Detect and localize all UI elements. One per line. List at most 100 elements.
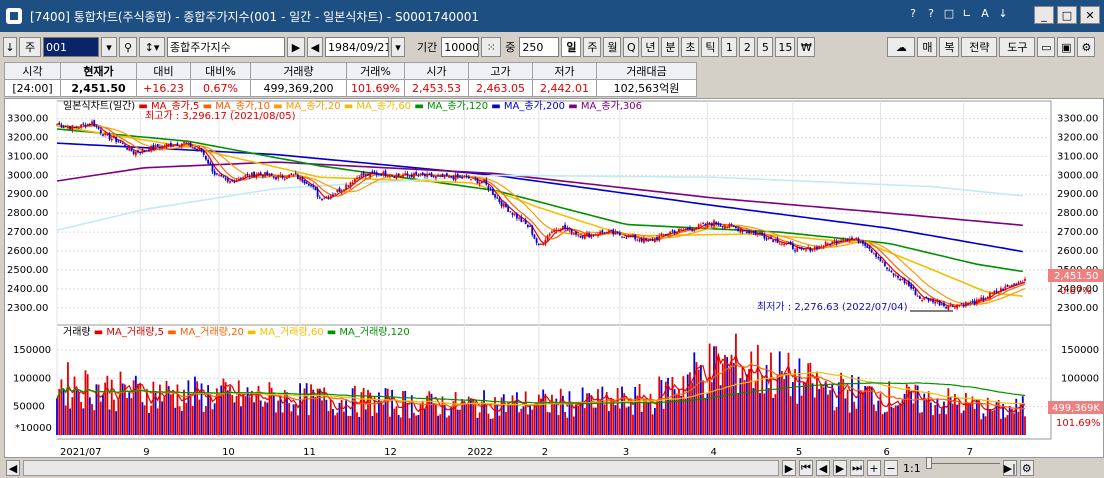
close-button[interactable]: ✕ (1080, 6, 1100, 24)
interval-5[interactable]: 5 (757, 37, 774, 57)
scroll-right-icon[interactable]: ▶ (782, 460, 796, 476)
tools-button[interactable]: 도구 (999, 37, 1036, 57)
volume-bar (866, 386, 869, 435)
trade-button[interactable]: 매 (917, 37, 938, 57)
candle (134, 151, 137, 156)
volume-bar (892, 407, 895, 435)
last-icon[interactable]: ⏭ (850, 460, 864, 476)
candle (426, 173, 429, 178)
zoom-slider[interactable] (925, 457, 1000, 473)
play-right-icon[interactable]: ▶ (287, 37, 305, 57)
candle (325, 196, 328, 198)
candle (110, 138, 113, 141)
interval-tick[interactable]: 틱 (701, 37, 720, 57)
candle (496, 197, 499, 199)
play-left-icon[interactable]: ◀ (307, 37, 323, 57)
interval-month[interactable]: 월 (603, 37, 622, 57)
candle (594, 234, 597, 236)
save-icon[interactable]: ▣ (1057, 37, 1076, 57)
chart-panel[interactable]: 2300.002300.002400.002400.002500.002500.… (4, 98, 1104, 458)
settings-icon[interactable]: ⚙ (1019, 460, 1034, 476)
arrow-down-icon[interactable]: ↓ (998, 7, 1008, 20)
title-control[interactable]: ? (910, 7, 916, 20)
minimize-button[interactable]: _ (1034, 6, 1054, 24)
candle (903, 278, 906, 284)
candle (218, 174, 220, 176)
candle (813, 246, 816, 250)
candle (428, 173, 431, 175)
candle (97, 126, 100, 130)
volume-bar (364, 409, 367, 435)
cloud-icon[interactable]: ☁ (887, 37, 916, 57)
interval-minute[interactable]: 분 (661, 37, 680, 57)
title-control[interactable]: ∟ (962, 7, 972, 20)
chevron-down-icon[interactable]: ▾ (391, 37, 405, 57)
count-input[interactable]: 250 (519, 37, 560, 57)
title-control[interactable]: □ (943, 7, 955, 20)
volume-bar (371, 415, 374, 435)
first-icon[interactable]: ⏮ (799, 460, 813, 476)
volume-bar (253, 402, 256, 435)
candle (638, 239, 641, 241)
search-icon[interactable]: ⚲ (119, 37, 137, 57)
volume-bar (432, 402, 435, 435)
next-icon[interactable]: ▶ (833, 460, 847, 476)
interval-day[interactable]: 일 (561, 37, 582, 57)
volume-bar (728, 368, 731, 435)
horizontal-scrollbar[interactable] (23, 460, 779, 476)
code-input[interactable]: 001 (43, 37, 99, 57)
volume-bar (671, 377, 674, 435)
currency-icon[interactable]: ₩ (797, 37, 816, 57)
interval-15[interactable]: 15 (775, 37, 796, 57)
candle (128, 146, 131, 151)
volume-bar (1006, 415, 1009, 435)
candle (522, 220, 525, 222)
font-icon[interactable]: A (981, 7, 989, 20)
candle (321, 198, 323, 200)
maximize-button[interactable]: □ (1057, 6, 1077, 24)
sort-icon[interactable]: ↕▾ (139, 37, 165, 57)
volume-bar (603, 404, 606, 435)
interval-quarter[interactable]: Q (623, 37, 640, 57)
interval-year[interactable]: 년 (641, 37, 660, 57)
candle (237, 178, 240, 180)
volume-bar (910, 392, 913, 435)
interval-1[interactable]: 1 (721, 37, 738, 57)
code-type-select[interactable]: 주 (19, 37, 41, 57)
calendar-icon[interactable]: ⁙ (481, 37, 502, 57)
prev-icon[interactable]: ◀ (816, 460, 830, 476)
volume-bar (430, 393, 433, 435)
candle (833, 240, 836, 242)
volume-bar (408, 418, 411, 435)
candle (143, 150, 146, 152)
zoom-out-icon[interactable]: − (884, 460, 898, 476)
quote-header: 거래대금 (596, 62, 697, 80)
candle (178, 146, 181, 148)
end-icon[interactable]: ▶| (1002, 460, 1017, 476)
settings-icon[interactable]: ⚙ (1077, 37, 1096, 57)
interval-second[interactable]: 초 (681, 37, 700, 57)
volume-bar (395, 406, 398, 435)
help-icon[interactable]: ? (928, 7, 934, 20)
period-input[interactable]: 10000 (441, 37, 480, 57)
candle (868, 246, 871, 250)
strategy-button[interactable]: 전략 (961, 37, 998, 57)
arrow-down-icon[interactable]: ↓ (3, 37, 17, 57)
name-field[interactable]: 종합주가지수 (167, 37, 285, 57)
multi-button[interactable]: 복 (939, 37, 960, 57)
interval-week[interactable]: 주 (583, 37, 602, 57)
candle (281, 175, 284, 178)
volume-bar (881, 414, 884, 435)
interval-2[interactable]: 2 (739, 37, 756, 57)
candle (198, 147, 201, 151)
folder-icon[interactable]: ▭ (1037, 37, 1056, 57)
zoom-in-icon[interactable]: + (867, 460, 881, 476)
chart-svg[interactable]: 2300.002300.002400.002400.002500.002500.… (5, 99, 1103, 458)
candle (756, 233, 759, 236)
volume-bar (805, 382, 807, 435)
date-input[interactable]: 1984/09/21 (325, 37, 389, 57)
scroll-left-icon[interactable]: ◀ (6, 460, 20, 476)
legend-item: ▬ MA_종가,20 (270, 100, 341, 112)
price-tick-left: 3000.00 (7, 170, 48, 181)
chevron-down-icon[interactable]: ▾ (101, 37, 117, 57)
